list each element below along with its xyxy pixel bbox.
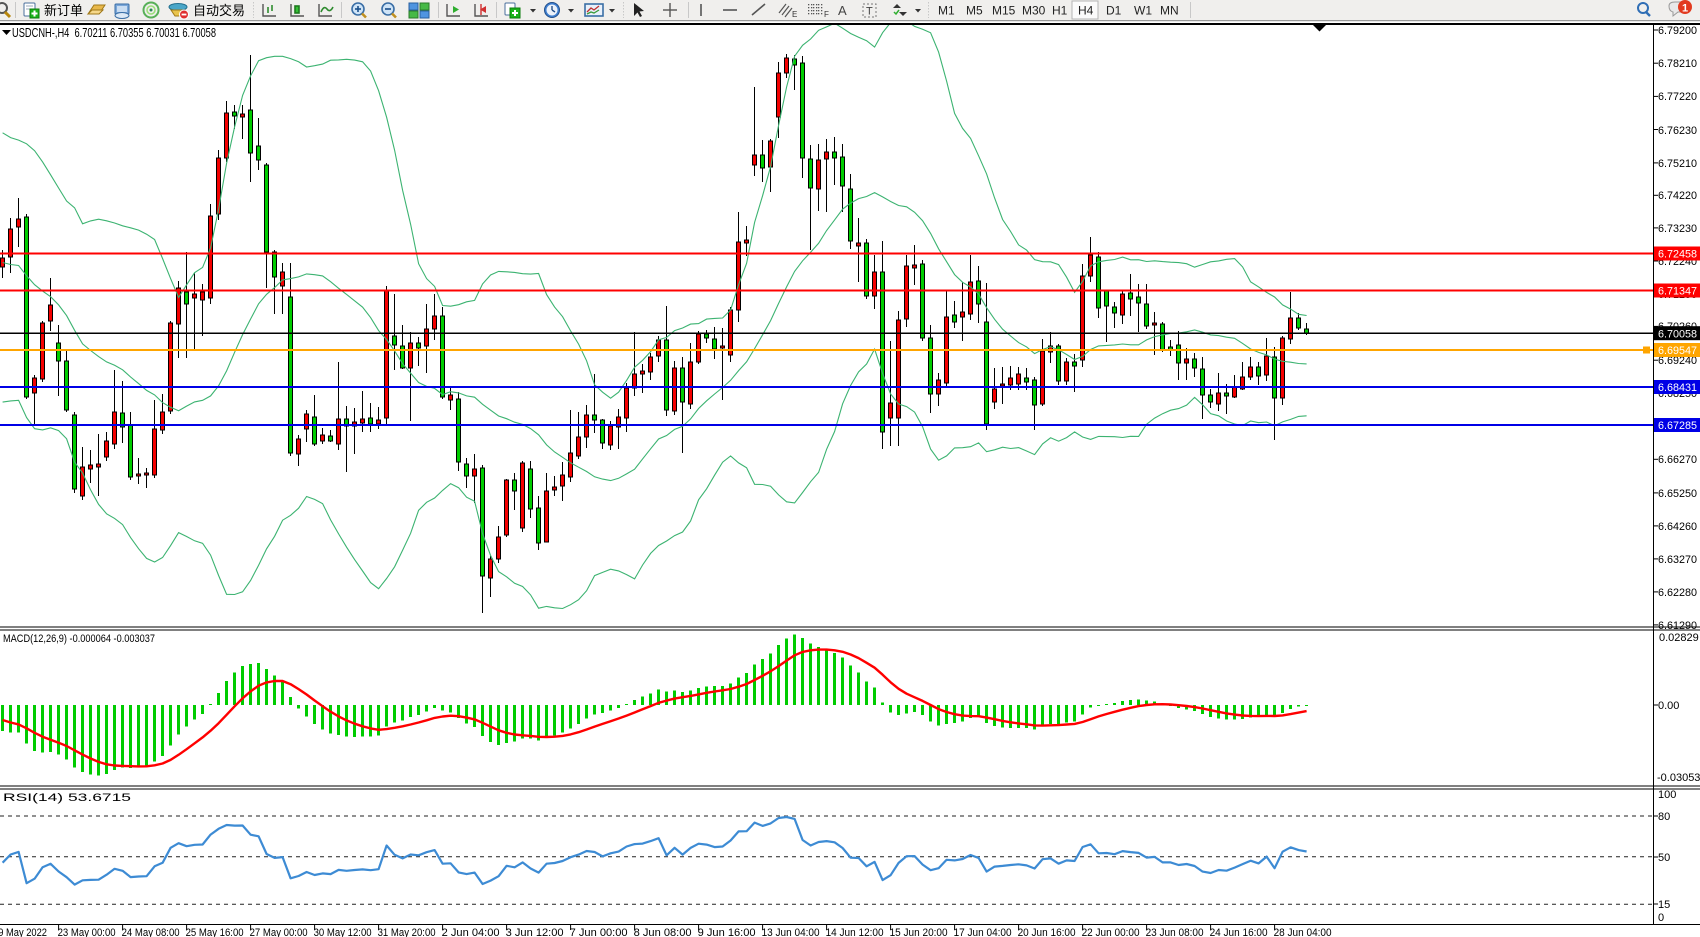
svg-text:6.76230: 6.76230 [1658, 125, 1697, 137]
svg-text:M1: M1 [938, 4, 955, 18]
svg-text:RSI(14) 53.6715: RSI(14) 53.6715 [3, 792, 131, 804]
svg-text:17 Jun 04:00: 17 Jun 04:00 [954, 927, 1012, 937]
svg-text:0.00: 0.00 [1658, 700, 1679, 712]
svg-text:T: T [866, 6, 873, 18]
svg-text:6.70058: 6.70058 [1658, 328, 1697, 340]
svg-text:6.75210: 6.75210 [1658, 158, 1697, 170]
svg-text:14 Jun 12:00: 14 Jun 12:00 [826, 927, 884, 937]
svg-text:H1: H1 [1052, 4, 1068, 18]
svg-text:A: A [838, 3, 847, 18]
svg-text:自动交易: 自动交易 [193, 3, 245, 18]
svg-text:50: 50 [1658, 852, 1670, 864]
svg-text:6.67285: 6.67285 [1658, 420, 1697, 432]
svg-text:20 Jun 16:00: 20 Jun 16:00 [1018, 927, 1076, 937]
svg-text:6.63270: 6.63270 [1658, 554, 1697, 566]
svg-text:6.69240: 6.69240 [1658, 355, 1697, 367]
svg-text:80: 80 [1658, 811, 1670, 823]
svg-text:6.71347: 6.71347 [1658, 286, 1697, 298]
svg-text:6.66270: 6.66270 [1658, 454, 1697, 466]
svg-text:1: 1 [1682, 3, 1688, 15]
svg-text:6.73230: 6.73230 [1658, 223, 1697, 235]
svg-text:13 Jun 04:00: 13 Jun 04:00 [762, 927, 820, 937]
svg-text:31 May 20:00: 31 May 20:00 [378, 927, 436, 937]
svg-text:23 Jun 08:00: 23 Jun 08:00 [1146, 927, 1204, 937]
svg-text:6.64260: 6.64260 [1658, 521, 1697, 533]
svg-text:E: E [792, 10, 797, 19]
svg-text:新订单: 新订单 [44, 3, 83, 18]
svg-text:6.65250: 6.65250 [1658, 488, 1697, 500]
svg-text:100: 100 [1658, 789, 1676, 801]
svg-text:6.77220: 6.77220 [1658, 91, 1697, 103]
svg-text:6.69547: 6.69547 [1658, 345, 1697, 357]
svg-text:15 Jun 20:00: 15 Jun 20:00 [890, 927, 948, 937]
svg-text:MACD(12,26,9) -0.000064 -0.003: MACD(12,26,9) -0.000064 -0.003037 [3, 633, 155, 645]
svg-text:15: 15 [1658, 899, 1670, 911]
svg-text:6.72458: 6.72458 [1658, 249, 1697, 261]
svg-text:-0.030537: -0.030537 [1657, 772, 1700, 784]
svg-text:28 Jun 04:00: 28 Jun 04:00 [1274, 927, 1332, 937]
svg-text:M30: M30 [1022, 4, 1046, 18]
svg-text:6.61290: 6.61290 [1658, 620, 1697, 632]
svg-text:25 May 16:00: 25 May 16:00 [186, 927, 244, 937]
svg-text:0.02829: 0.02829 [1659, 632, 1699, 644]
svg-text:6.62280: 6.62280 [1658, 587, 1697, 599]
svg-text:7 Jun 00:00: 7 Jun 00:00 [570, 927, 628, 937]
svg-text:6.74220: 6.74220 [1658, 190, 1697, 202]
svg-text:W1: W1 [1134, 4, 1152, 18]
svg-text:23 May 00:00: 23 May 00:00 [58, 927, 116, 937]
svg-text:8 Jun 08:00: 8 Jun 08:00 [634, 927, 692, 937]
svg-text:22 Jun 00:00: 22 Jun 00:00 [1082, 927, 1140, 937]
svg-text:30 May 12:00: 30 May 12:00 [314, 927, 372, 937]
svg-text:9 Jun 16:00: 9 Jun 16:00 [698, 927, 756, 937]
svg-text:H4: H4 [1078, 4, 1094, 18]
svg-text:6.79200: 6.79200 [1658, 25, 1697, 37]
svg-text:3 Jun 12:00: 3 Jun 12:00 [506, 927, 564, 937]
svg-text:19 May 2022: 19 May 2022 [0, 927, 47, 937]
svg-text:F: F [824, 10, 829, 19]
svg-text:0: 0 [1658, 912, 1664, 924]
svg-text:6.78210: 6.78210 [1658, 58, 1697, 70]
svg-text:2 Jun 04:00: 2 Jun 04:00 [442, 927, 500, 937]
svg-text:M5: M5 [966, 4, 983, 18]
svg-text:D1: D1 [1106, 4, 1122, 18]
svg-text:27 May 00:00: 27 May 00:00 [250, 927, 308, 937]
svg-text:MN: MN [1160, 4, 1179, 18]
svg-text:M15: M15 [992, 4, 1016, 18]
svg-text:USDCNH-,H4 6.70211 6.70355 6.: USDCNH-,H4 6.70211 6.70355 6.70031 6.700… [12, 26, 216, 40]
svg-text:6.68431: 6.68431 [1658, 382, 1697, 394]
svg-text:24 Jun 16:00: 24 Jun 16:00 [1210, 927, 1268, 937]
svg-text:24 May 08:00: 24 May 08:00 [122, 927, 180, 937]
